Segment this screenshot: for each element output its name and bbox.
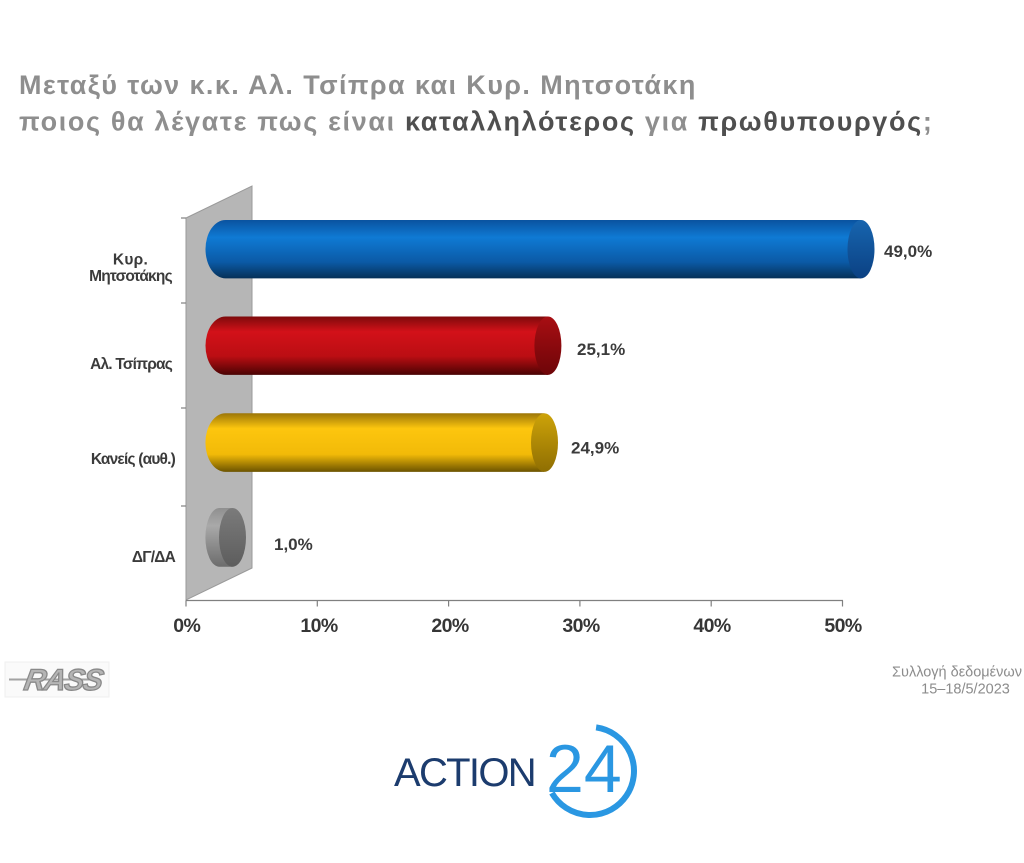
svg-text:24: 24 [546,731,622,807]
svg-text:Συλλογή δεδομένων: Συλλογή δεδομένων [892,665,1022,681]
svg-text:ΔΓ/ΔΑ: ΔΓ/ΔΑ [132,549,176,566]
svg-text:ACTION: ACTION [394,751,535,795]
svg-text:40%: 40% [693,615,730,637]
svg-text:Μητσοτάκης: Μητσοτάκης [89,268,172,285]
svg-text:10%: 10% [300,615,337,637]
svg-text:RASS: RASS [22,664,106,697]
svg-text:Μεταξύ των κ.κ. Αλ. Τσίπρα και: Μεταξύ των κ.κ. Αλ. Τσίπρα και Κυρ. Μητσ… [19,70,697,100]
svg-text:15–18/5/2023: 15–18/5/2023 [921,682,1010,698]
svg-text:ποιος θα λέγατε πως είναι κατα: ποιος θα λέγατε πως είναι καταλληλότερος… [19,107,933,137]
svg-text:0%: 0% [173,615,200,637]
svg-text:25,1%: 25,1% [577,340,625,359]
svg-text:1,0%: 1,0% [274,535,313,554]
svg-text:49,0%: 49,0% [884,242,932,261]
svg-text:20%: 20% [431,615,468,637]
svg-text:30%: 30% [562,615,599,637]
svg-text:Κυρ.: Κυρ. [113,252,148,269]
svg-text:50%: 50% [824,615,861,637]
svg-text:24,9%: 24,9% [571,439,619,458]
svg-text:Αλ. Τσίπρας: Αλ. Τσίπρας [90,356,173,373]
svg-text:Κανείς (αυθ.): Κανείς (αυθ.) [91,451,176,468]
